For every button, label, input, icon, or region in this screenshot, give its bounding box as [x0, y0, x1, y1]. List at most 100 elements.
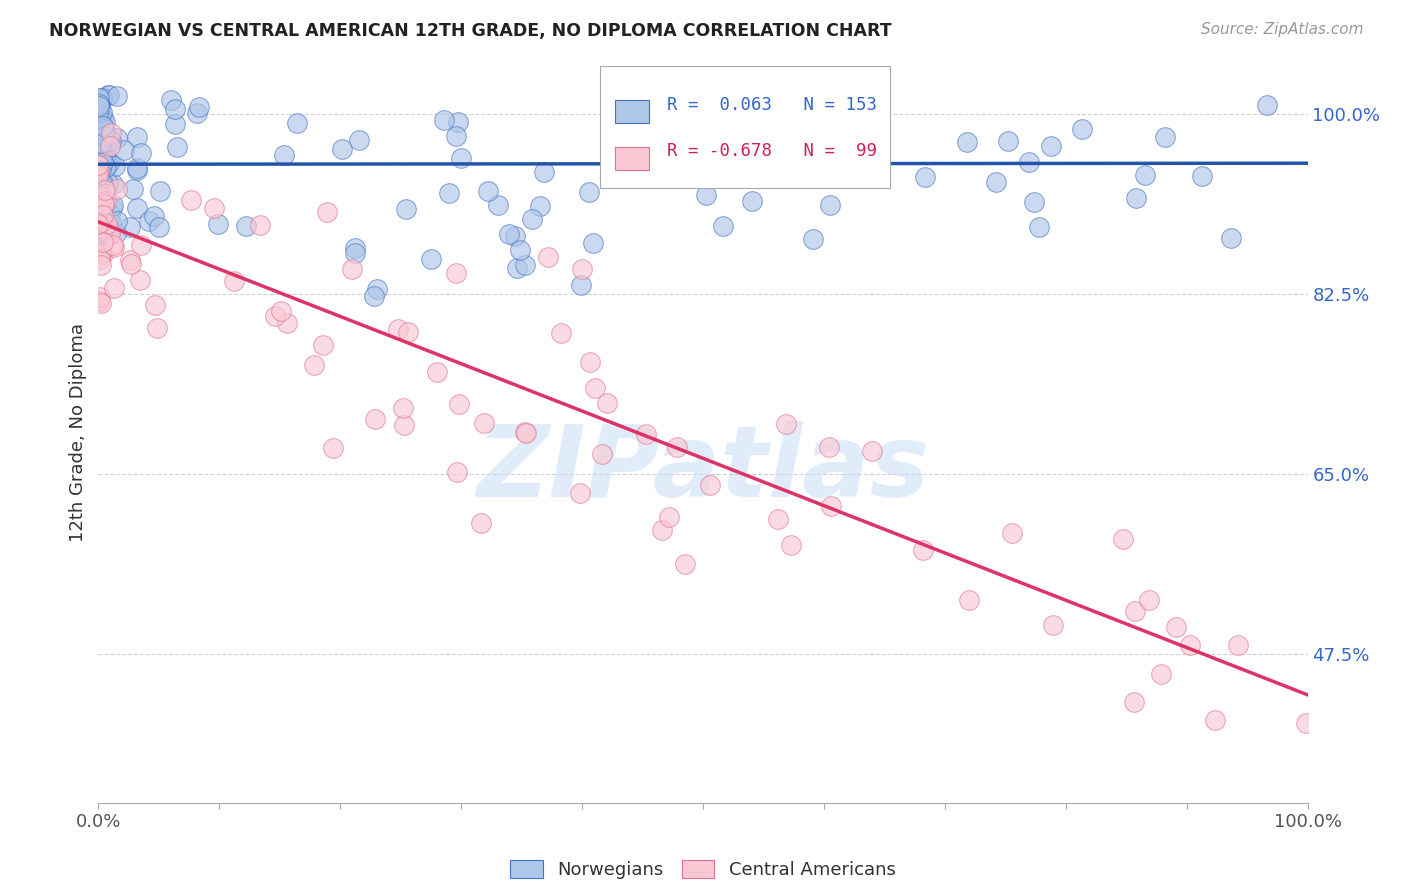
Point — [472, 416, 495, 430]
Point — [142, 209, 165, 223]
Point — [87, 95, 110, 110]
Point — [446, 465, 468, 479]
Point — [87, 173, 110, 187]
Point — [779, 538, 801, 552]
Point — [89, 228, 111, 243]
Point — [509, 243, 531, 257]
Point — [91, 235, 114, 249]
Point — [1150, 667, 1173, 681]
Point — [957, 593, 980, 607]
Point — [419, 252, 441, 266]
Point — [437, 186, 460, 200]
Point — [207, 218, 229, 232]
Point — [186, 106, 208, 120]
Point — [1040, 138, 1063, 153]
Point — [97, 158, 120, 172]
Point — [91, 208, 114, 222]
Point — [89, 211, 111, 225]
Point — [87, 99, 110, 113]
Point — [330, 142, 353, 156]
Text: R = -0.678   N =  99: R = -0.678 N = 99 — [666, 143, 877, 161]
Point — [87, 129, 110, 144]
Point — [93, 178, 115, 192]
Point — [394, 417, 416, 432]
Point — [89, 144, 111, 158]
Text: ZIPatlas: ZIPatlas — [477, 421, 929, 518]
Point — [446, 128, 468, 143]
Point — [90, 215, 112, 229]
Point — [914, 169, 936, 184]
Point — [103, 240, 125, 254]
Point — [87, 204, 110, 219]
Point — [98, 155, 121, 169]
Point — [1166, 620, 1188, 634]
Point — [122, 181, 145, 195]
Point — [477, 184, 499, 198]
Point — [87, 146, 110, 161]
Point — [91, 156, 114, 170]
Point — [90, 146, 112, 161]
Point — [658, 509, 681, 524]
Point — [87, 168, 110, 182]
Point — [1123, 695, 1146, 709]
Point — [1018, 155, 1040, 169]
Point — [956, 135, 979, 149]
Point — [276, 316, 298, 330]
Point — [578, 185, 600, 199]
Point — [125, 129, 148, 144]
FancyBboxPatch shape — [600, 66, 890, 188]
Point — [699, 478, 721, 492]
Point — [595, 395, 617, 409]
Point — [91, 119, 114, 133]
Point — [1220, 231, 1243, 245]
Point — [112, 143, 135, 157]
Point — [98, 139, 121, 153]
Point — [166, 139, 188, 153]
Point — [91, 247, 114, 261]
Point — [96, 217, 118, 231]
Point — [1028, 219, 1050, 234]
Point — [100, 126, 122, 140]
Point — [366, 281, 388, 295]
Point — [94, 186, 117, 201]
Point — [775, 417, 797, 432]
Point — [1204, 713, 1226, 727]
Point — [90, 126, 112, 140]
Point — [583, 381, 606, 395]
Point — [180, 193, 202, 207]
Point — [89, 290, 111, 304]
Point — [392, 401, 415, 416]
Point — [90, 246, 112, 260]
Point — [270, 303, 292, 318]
Point — [103, 197, 125, 211]
Point — [90, 213, 112, 227]
Point — [1022, 194, 1045, 209]
Text: R =  0.063   N = 153: R = 0.063 N = 153 — [666, 95, 877, 113]
Point — [1256, 98, 1278, 112]
Point — [444, 266, 467, 280]
Point — [724, 165, 747, 179]
Point — [187, 100, 209, 114]
Point — [506, 260, 529, 275]
Point — [449, 397, 471, 411]
Point — [340, 262, 363, 277]
Point — [984, 175, 1007, 189]
Point — [273, 148, 295, 162]
Point — [100, 216, 122, 230]
Point — [224, 274, 246, 288]
Point — [87, 158, 110, 172]
Point — [1154, 130, 1177, 145]
Point — [87, 158, 110, 172]
Point — [87, 141, 110, 155]
Point — [846, 120, 869, 134]
Point — [1226, 639, 1249, 653]
Point — [98, 223, 121, 237]
Point — [695, 187, 717, 202]
Point — [1133, 169, 1156, 183]
Point — [87, 91, 110, 105]
Point — [91, 111, 114, 125]
Point — [1295, 716, 1317, 731]
Point — [533, 164, 555, 178]
Point — [100, 201, 122, 215]
Point — [97, 176, 120, 190]
